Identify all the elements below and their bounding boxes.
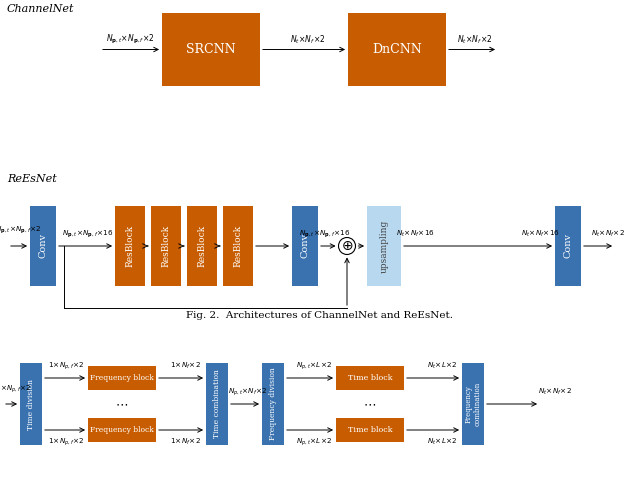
FancyBboxPatch shape xyxy=(20,363,42,445)
Text: $N_{\mathbf{p},t}\!\times\! N_{\mathbf{p},f}\!\times\! 2$: $N_{\mathbf{p},t}\!\times\! N_{\mathbf{p… xyxy=(106,33,154,46)
Text: Conv: Conv xyxy=(38,234,47,258)
Text: Conv: Conv xyxy=(563,234,573,258)
Text: ResBlock: ResBlock xyxy=(161,225,170,267)
FancyBboxPatch shape xyxy=(115,206,145,286)
FancyBboxPatch shape xyxy=(367,206,401,286)
Text: Fig. 2.  Architectures of ChannelNet and ReEsNet.: Fig. 2. Architectures of ChannelNet and … xyxy=(186,312,454,321)
Text: $N_{p,t}\!\times\! L\!\times\! 2$: $N_{p,t}\!\times\! L\!\times\! 2$ xyxy=(296,436,332,448)
Text: $N_{\mathbf{p},t}\!\times\! N_{\mathbf{p},f}\!\times\! 16$: $N_{\mathbf{p},t}\!\times\! N_{\mathbf{p… xyxy=(300,228,351,240)
Text: Frequency division: Frequency division xyxy=(269,368,277,440)
FancyBboxPatch shape xyxy=(88,366,156,390)
Text: $N_{p,t}\!\times\! N_f\!\times\! 2$: $N_{p,t}\!\times\! N_f\!\times\! 2$ xyxy=(228,386,268,398)
Text: $N_{\mathbf{p},t}\!\times\! N_{\mathbf{p},f}\!\times\! 2$: $N_{\mathbf{p},t}\!\times\! N_{\mathbf{p… xyxy=(0,224,41,236)
FancyBboxPatch shape xyxy=(30,206,56,286)
Text: ResBlock: ResBlock xyxy=(198,225,207,267)
Text: upsampling: upsampling xyxy=(380,219,388,273)
FancyBboxPatch shape xyxy=(88,418,156,442)
Text: Time combination: Time combination xyxy=(213,370,221,439)
Text: DnCNN: DnCNN xyxy=(372,43,422,56)
FancyBboxPatch shape xyxy=(555,206,581,286)
Text: $1\!\times\! N_{p,f}\!\times\! 2$: $1\!\times\! N_{p,f}\!\times\! 2$ xyxy=(47,360,84,372)
Text: Time division: Time division xyxy=(27,378,35,429)
Text: $1\!\times\! N_{p,f}\!\times\! 2$: $1\!\times\! N_{p,f}\!\times\! 2$ xyxy=(47,436,84,448)
Text: $N_{p,t}\!\times\! L\!\times\! 2$: $N_{p,t}\!\times\! L\!\times\! 2$ xyxy=(296,360,332,372)
FancyBboxPatch shape xyxy=(462,363,484,445)
Text: $1\!\times\! N_f\!\times\! 2$: $1\!\times\! N_f\!\times\! 2$ xyxy=(170,437,200,447)
FancyBboxPatch shape xyxy=(223,206,253,286)
FancyBboxPatch shape xyxy=(162,13,260,86)
FancyBboxPatch shape xyxy=(151,206,181,286)
Text: $N_t\!\times\! N_f\!\times\! 2$: $N_t\!\times\! N_f\!\times\! 2$ xyxy=(538,387,572,397)
Text: $N_t\!\times\! N_f\!\times\! 16$: $N_t\!\times\! N_f\!\times\! 16$ xyxy=(396,229,435,239)
FancyBboxPatch shape xyxy=(336,366,404,390)
Text: $N_t\!\times\! N_f\!\times\! 2$: $N_t\!\times\! N_f\!\times\! 2$ xyxy=(457,33,493,46)
Text: $N_t\!\times\! N_f\!\times\! 16$: $N_t\!\times\! N_f\!\times\! 16$ xyxy=(520,229,559,239)
FancyBboxPatch shape xyxy=(292,206,318,286)
FancyBboxPatch shape xyxy=(348,13,446,86)
Text: $\cdots$: $\cdots$ xyxy=(364,398,376,411)
Text: $\oplus$: $\oplus$ xyxy=(341,239,353,253)
Text: Time block: Time block xyxy=(348,374,392,382)
FancyBboxPatch shape xyxy=(206,363,228,445)
Text: ChannelNet: ChannelNet xyxy=(7,4,74,14)
Text: Conv: Conv xyxy=(301,234,310,258)
Text: Frequency
combination: Frequency combination xyxy=(465,382,482,426)
Text: Frequency block: Frequency block xyxy=(90,426,154,434)
Text: $N_t\!\times\! N_f\!\times\! 2$: $N_t\!\times\! N_f\!\times\! 2$ xyxy=(290,33,326,46)
FancyBboxPatch shape xyxy=(336,418,404,442)
Text: $N_t\!\times\! N_f\!\times\! 2$: $N_t\!\times\! N_f\!\times\! 2$ xyxy=(591,229,625,239)
Text: ResBlock: ResBlock xyxy=(125,225,134,267)
Text: $N_t\!\times\! L\!\times\! 2$: $N_t\!\times\! L\!\times\! 2$ xyxy=(427,437,458,447)
Text: $1\!\times\! N_f\!\times\! 2$: $1\!\times\! N_f\!\times\! 2$ xyxy=(170,361,200,371)
Text: Time block: Time block xyxy=(348,426,392,434)
Text: ResBlock: ResBlock xyxy=(234,225,243,267)
Text: ReEsNet: ReEsNet xyxy=(7,174,57,184)
Text: $N_t\!\times\! L\!\times\! 2$: $N_t\!\times\! L\!\times\! 2$ xyxy=(427,361,458,371)
Text: SRCNN: SRCNN xyxy=(186,43,236,56)
FancyBboxPatch shape xyxy=(187,206,217,286)
Text: $N_{p,t}\!\times\! N_{p,f}\!\times\! 2$: $N_{p,t}\!\times\! N_{p,f}\!\times\! 2$ xyxy=(0,383,31,395)
FancyBboxPatch shape xyxy=(262,363,284,445)
Circle shape xyxy=(339,238,355,254)
Text: $N_{\mathbf{p},t}\!\times\! N_{\mathbf{p},f}\!\times\! 16$: $N_{\mathbf{p},t}\!\times\! N_{\mathbf{p… xyxy=(62,228,114,240)
Text: $\cdots$: $\cdots$ xyxy=(115,398,129,411)
Text: Frequency block: Frequency block xyxy=(90,374,154,382)
